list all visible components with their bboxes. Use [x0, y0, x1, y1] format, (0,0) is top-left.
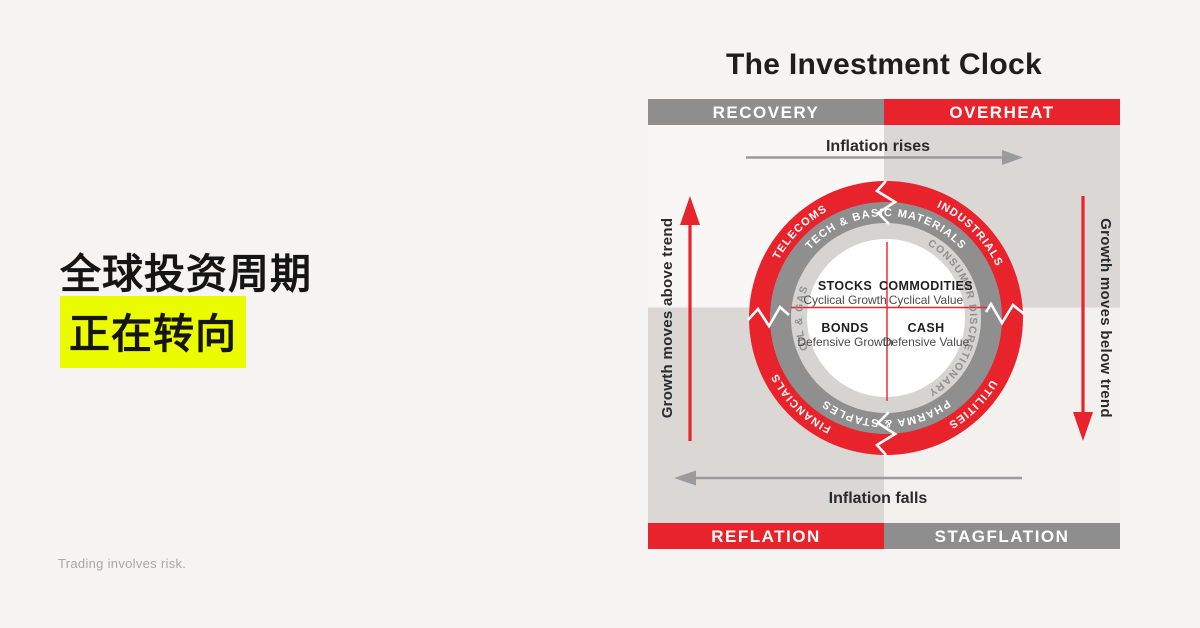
- clock-center: [807, 239, 965, 397]
- inflation-rises-label: Inflation rises: [826, 138, 930, 155]
- svg-text:OIL & GAS: OIL & GAS: [793, 284, 811, 353]
- asset-name-cash: CASH: [907, 321, 944, 335]
- asset-name-commodities: COMMODITIES: [879, 279, 973, 293]
- headline-highlight: 正在转向: [60, 296, 246, 368]
- banner-label-overheat: OVERHEAT: [949, 103, 1054, 122]
- inflation-falls-label: Inflation falls: [829, 490, 928, 507]
- banner-stagflation: [884, 523, 1120, 549]
- banner-reflation: [648, 523, 884, 549]
- sector-label-oil-gas: OIL & GAS: [793, 284, 810, 353]
- growth-below-label: Growth moves below trend: [1097, 218, 1114, 418]
- growth-below-arrowhead-icon: [1073, 412, 1093, 441]
- asset-style-cash: Defensive Value: [883, 335, 970, 349]
- headline-line1: 全球投资周期: [60, 251, 312, 297]
- banner-label-recovery: RECOVERY: [713, 103, 820, 122]
- banner-overheat: [884, 99, 1120, 125]
- headline-line2: 正在转向: [60, 296, 246, 368]
- asset-style-commodities: Cyclical Value: [889, 293, 964, 307]
- investment-clock-diagram: RECOVERY OVERHEAT REFLATION STAGFLATION …: [648, 99, 1120, 549]
- zigzag-south-icon: [874, 411, 898, 456]
- asset-name-bonds: BONDS: [821, 321, 868, 335]
- disclaimer-text: Trading involves risk.: [58, 556, 187, 571]
- growth-above-arrowhead-icon: [680, 196, 700, 225]
- zigzag-west-icon: [747, 304, 790, 329]
- asset-name-stocks: STOCKS: [818, 279, 872, 293]
- inflation-rises-arrowhead-icon: [1002, 150, 1023, 165]
- banner-label-reflation: REFLATION: [711, 527, 821, 546]
- zigzag-east-icon: [984, 301, 1025, 326]
- banner-label-stagflation: STAGFLATION: [935, 527, 1070, 546]
- inflation-falls-arrowhead-icon: [674, 470, 696, 486]
- asset-style-bonds: Defensive Growth: [797, 335, 892, 349]
- asset-style-stocks: Cyclical Growth: [803, 293, 886, 307]
- zigzag-north-icon: [874, 180, 898, 225]
- diagram-title: The Investment Clock: [725, 48, 1043, 81]
- banner-recovery: [648, 99, 884, 125]
- growth-above-label: Growth moves above trend: [659, 218, 676, 419]
